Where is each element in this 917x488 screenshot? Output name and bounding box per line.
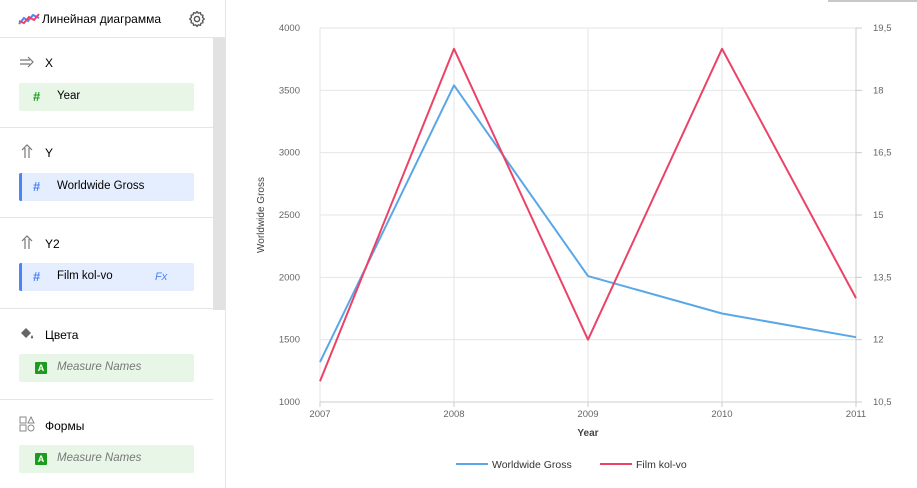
y-tick-label: 4000 <box>279 23 300 34</box>
x-tick-label: 2009 <box>577 409 598 420</box>
divider <box>0 127 213 128</box>
paint-bucket-icon <box>21 328 34 339</box>
y-tick-label: 3000 <box>279 148 300 159</box>
legend-label: Worldwide Gross <box>492 459 572 471</box>
y-tick-label: 2500 <box>279 210 300 221</box>
y2-tick-label: 12 <box>873 335 884 346</box>
y-tick-label: 1000 <box>279 397 300 408</box>
arrow-up-icon <box>21 235 33 249</box>
field-chip-label: Year <box>57 90 81 102</box>
line-chart: 1000 1500 2000 2500 3000 3500 4000 10,5 12 13,5 15… <box>256 23 892 471</box>
divider <box>0 399 213 400</box>
field-chip-year[interactable]: # Year <box>19 83 194 111</box>
y2-tick-label: 15 <box>873 210 884 221</box>
section-x: X # Year <box>0 38 213 128</box>
series-line-1 <box>319 84 857 363</box>
section-shapes: Формы A Measure Names <box>0 400 213 488</box>
section-shapes-title: Формы <box>45 419 85 433</box>
number-type-icon: # <box>33 269 41 284</box>
y-tick-label: 3500 <box>279 85 300 96</box>
chart-type-label: Линейная диаграмма <box>42 12 161 26</box>
arrow-right-icon <box>20 56 34 68</box>
gear-icon[interactable] <box>188 10 206 28</box>
section-y-title: Y <box>45 146 54 160</box>
y-axis-title: Worldwide Gross <box>256 177 267 253</box>
number-type-icon: # <box>33 89 41 104</box>
field-chip-worldwide-gross[interactable]: # Worldwide Gross <box>19 173 194 201</box>
sidebar-scrollbar[interactable] <box>213 38 225 310</box>
chart-type-header[interactable]: Линейная диаграмма <box>0 0 226 38</box>
section-colors-title: Цвета <box>45 328 79 342</box>
sidebar: Линейная диаграмма X # Year Y # Worldwid… <box>0 0 226 488</box>
section-colors: Цвета A Measure Names <box>0 309 213 400</box>
y-tick-label: 2000 <box>279 272 300 283</box>
formula-icon[interactable]: Fx <box>155 271 168 283</box>
y2-tick-label: 16,5 <box>873 148 892 159</box>
section-y: Y # Worldwide Gross <box>0 128 213 218</box>
section-y2-title: Y2 <box>45 237 60 251</box>
string-type-icon: A <box>35 453 47 465</box>
field-chip-label: Film kol-vo <box>57 270 113 282</box>
divider <box>0 308 213 309</box>
section-y2: Y2 # Film kol-vo Fx <box>0 218 213 309</box>
legend-label: Film kol-vo <box>636 459 687 471</box>
field-chip-label: Measure Names <box>57 361 142 373</box>
x-tick-label: 2010 <box>711 409 732 420</box>
section-x-title: X <box>45 56 54 70</box>
y-tick-label: 1500 <box>279 335 300 346</box>
y2-tick-label: 19,5 <box>873 23 892 34</box>
number-type-icon: # <box>33 179 41 194</box>
field-chip-label: Measure Names <box>57 452 142 464</box>
x-tick-label: 2011 <box>846 409 866 420</box>
shapes-icon <box>19 416 35 432</box>
divider <box>0 217 213 218</box>
x-tick-label: 2008 <box>443 409 464 420</box>
x-tick-label: 2007 <box>309 409 330 420</box>
field-chip-measure-names[interactable]: A Measure Names <box>19 354 194 382</box>
string-type-icon: A <box>35 362 47 374</box>
arrow-up-icon <box>21 144 33 158</box>
series-line-2 <box>319 47 857 382</box>
y2-tick-label: 18 <box>873 85 884 96</box>
line-chart-icon <box>18 13 40 25</box>
field-chip-measure-names[interactable]: A Measure Names <box>19 445 194 473</box>
chart-area: 1000 1500 2000 2500 3000 3500 4000 10,5 12 13,5 15… <box>226 0 917 488</box>
toolbar-edge <box>828 0 917 2</box>
y2-tick-label: 10,5 <box>873 397 892 408</box>
field-chip-film-kol-vo[interactable]: # Film kol-vo Fx <box>19 263 194 291</box>
field-chip-label: Worldwide Gross <box>57 180 145 192</box>
x-axis-title: Year <box>577 428 598 439</box>
y2-tick-label: 13,5 <box>873 272 892 283</box>
